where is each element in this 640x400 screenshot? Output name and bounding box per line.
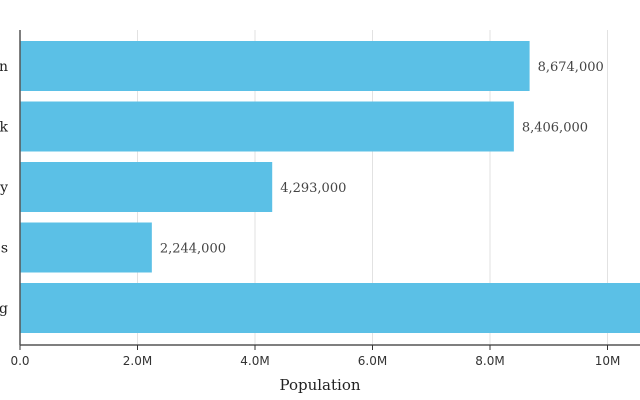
x-tick-label: 6.0M	[358, 354, 387, 368]
bar-n	[20, 41, 530, 91]
value-label: 8,674,000	[538, 60, 604, 75]
bar-s	[20, 222, 152, 273]
category-label: s	[1, 241, 8, 257]
category-labels: n k y s g	[0, 59, 9, 317]
x-tick-label: 10M	[595, 354, 621, 368]
category-label: y	[0, 180, 8, 196]
category-label: k	[0, 120, 9, 136]
bar-g	[20, 283, 640, 333]
bars	[20, 41, 640, 333]
category-label: n	[0, 59, 8, 75]
value-labels: 8,674,000 8,406,000 4,293,000 2,244,000	[160, 60, 604, 257]
x-tick-label: 8.0M	[475, 354, 504, 368]
x-tick-label: 0.0	[10, 354, 29, 368]
bar-y	[20, 162, 273, 212]
x-tick-label: 2.0M	[123, 354, 152, 368]
value-label: 8,406,000	[522, 121, 588, 136]
category-label: g	[0, 301, 8, 317]
x-tick-label: 4.0M	[240, 354, 269, 368]
x-axis-title: Population	[279, 376, 360, 394]
value-label: 2,244,000	[160, 242, 226, 257]
bar-k	[20, 101, 514, 152]
x-axis-ticks: 0.0 2.0M 4.0M 6.0M 8.0M 10M	[10, 345, 620, 368]
value-label: 4,293,000	[280, 181, 346, 196]
